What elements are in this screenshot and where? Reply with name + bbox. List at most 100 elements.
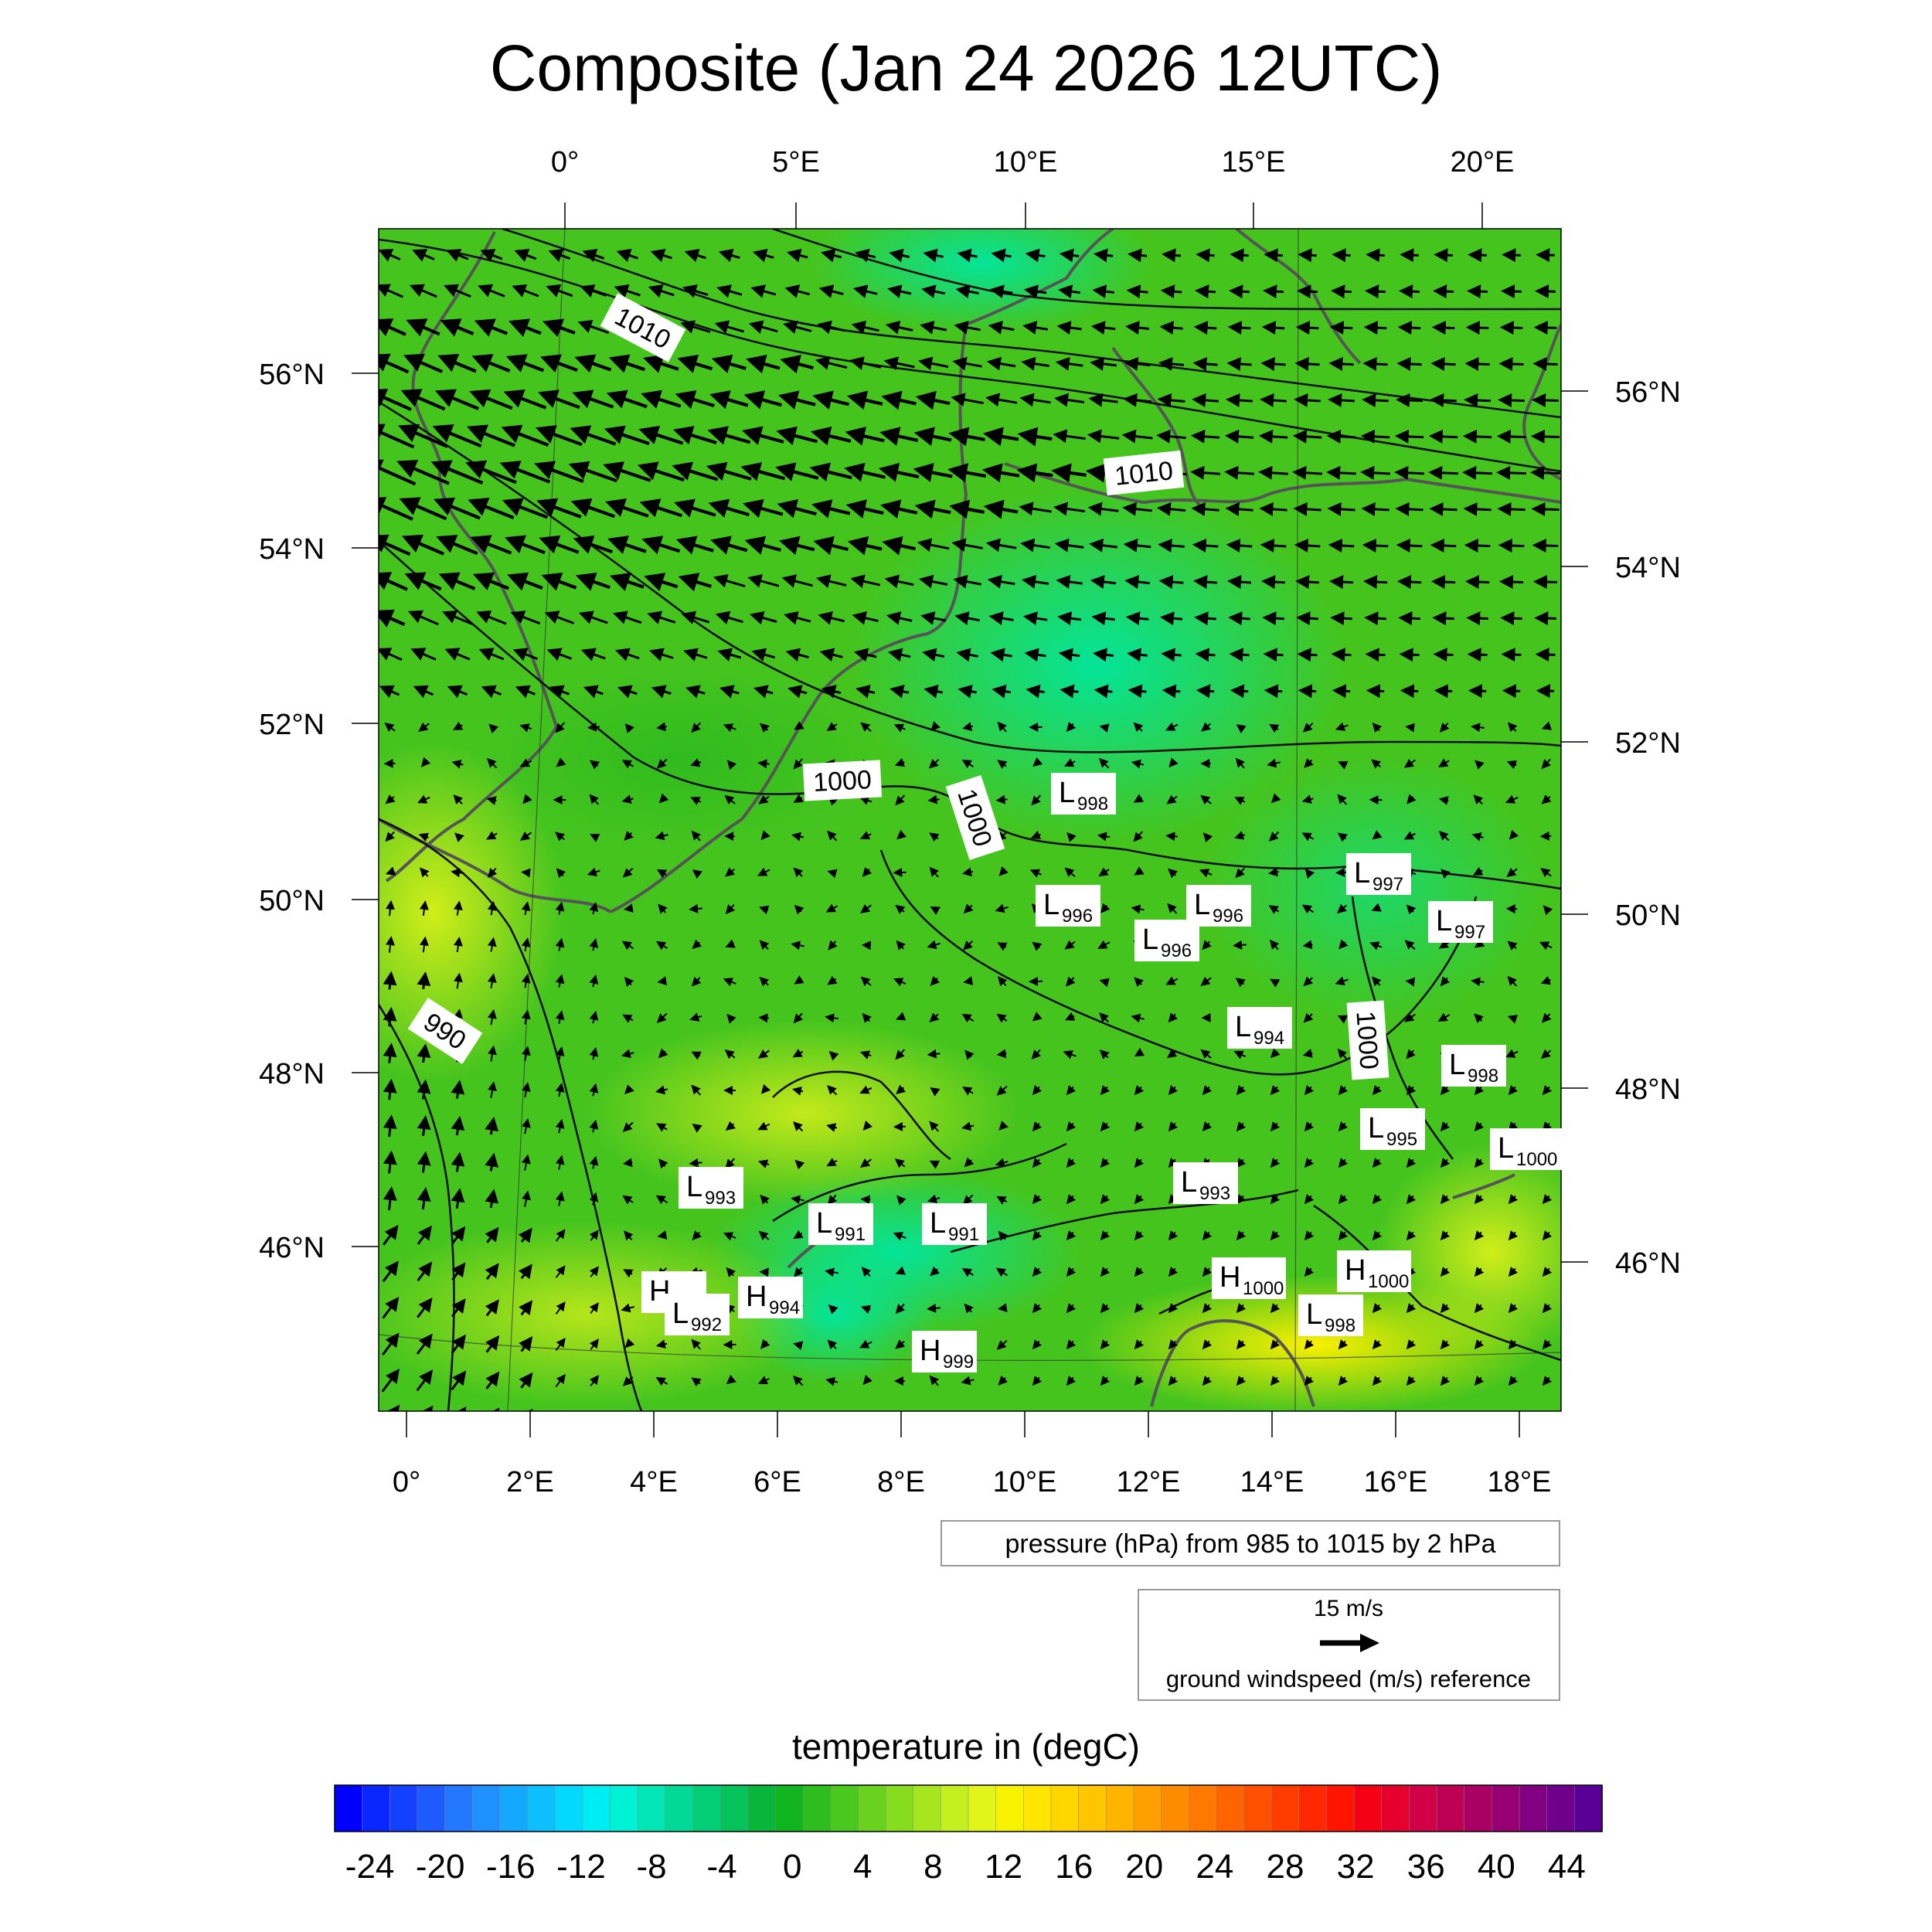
wind-arrow	[471, 354, 511, 372]
wind-arrow	[1202, 1267, 1213, 1277]
wind-arrow	[1434, 684, 1453, 699]
wind-arrow	[760, 830, 770, 841]
wind-arrow	[1226, 357, 1252, 372]
wind-arrow	[1372, 1230, 1383, 1241]
wind-arrow	[757, 867, 770, 876]
wind-arrow	[1539, 831, 1552, 841]
wind-arrow	[749, 611, 777, 625]
wind-arrow	[886, 611, 913, 625]
colorbar-tick-label: -12	[556, 1848, 606, 1886]
wind-arrow	[1165, 832, 1178, 842]
wind-arrow	[1335, 976, 1349, 986]
wind-arrow	[555, 1046, 565, 1061]
wind-arrow	[675, 389, 715, 410]
wind-arrow	[1087, 502, 1119, 516]
wind-arrow	[881, 390, 917, 410]
wind-arrow	[1131, 1013, 1145, 1023]
wind-arrow	[859, 831, 872, 840]
wind-arrow	[1051, 463, 1087, 483]
wind-arrow	[964, 1410, 975, 1411]
wind-arrow	[1158, 575, 1184, 590]
wind-arrow	[1094, 684, 1113, 699]
wind-arrow	[1053, 429, 1086, 444]
wind-arrow	[437, 353, 477, 373]
wind-arrow	[485, 1189, 499, 1208]
wind-arrow	[930, 1415, 938, 1420]
wind-arrow	[1230, 248, 1249, 263]
right-latitude-axis: 56°N 54°N 52°N 50°N 48°N 46°N	[1561, 376, 1681, 1280]
wind-arrow	[1362, 538, 1389, 553]
wind-arrow	[1224, 429, 1254, 444]
lon-label: 14°E	[1240, 1466, 1304, 1498]
wind-arrow	[546, 648, 573, 662]
wind-arrow	[1135, 1413, 1141, 1420]
wind-arrow	[1058, 284, 1081, 299]
wind-arrow	[1406, 904, 1417, 915]
wind-arrow	[1542, 1085, 1553, 1096]
wind-arrow	[930, 1266, 940, 1277]
wind-arrow	[895, 1303, 906, 1315]
wind-arrow	[1268, 905, 1280, 914]
wind-arrow	[849, 356, 882, 370]
wind-arrow	[486, 796, 497, 805]
wind-arrow	[887, 648, 911, 662]
wind-arrow	[606, 389, 648, 409]
wind-arrow	[862, 1012, 872, 1023]
wind-arrow	[621, 1303, 634, 1313]
wind-arrow	[621, 794, 634, 804]
wind-arrow	[1260, 393, 1287, 407]
wind-arrow	[859, 796, 872, 805]
wind-arrow	[444, 284, 471, 298]
wind-arrow	[1472, 866, 1484, 876]
wind-arrow	[1440, 1303, 1451, 1314]
wind-arrow	[997, 942, 1008, 951]
wind-arrow	[1099, 978, 1110, 988]
wind-arrow	[1196, 684, 1215, 699]
wind-arrow	[1337, 1015, 1349, 1024]
wind-arrow	[1088, 393, 1118, 407]
wind-arrow	[478, 648, 505, 662]
wind-arrow	[828, 1304, 838, 1315]
wind-arrow	[845, 427, 885, 446]
wind-arrow	[1496, 429, 1526, 444]
wind-arrow	[1168, 1012, 1178, 1023]
wind-arrow	[996, 1339, 1008, 1350]
wind-arrow	[1301, 794, 1314, 804]
wind-arrow	[878, 462, 920, 482]
wind-arrow	[1159, 321, 1183, 335]
colorbar-tick-label: -4	[707, 1848, 737, 1886]
wind-arrow	[1227, 575, 1252, 590]
wind-arrow	[487, 900, 497, 916]
wind-arrow	[815, 356, 848, 370]
wind-arrow	[1437, 1012, 1451, 1022]
wind-vectors	[379, 248, 1560, 1420]
wind-arrow	[985, 538, 1017, 553]
wind-arrow	[1532, 575, 1558, 590]
wind-arrow	[692, 939, 702, 950]
wind-arrow	[962, 722, 974, 732]
pressure-center-value: 996	[1213, 906, 1243, 927]
lat-label: 54°N	[1615, 552, 1681, 584]
wind-arrow	[379, 497, 413, 521]
wind-arrow	[519, 758, 532, 767]
wind-arrow	[757, 1376, 770, 1385]
wind-arrow	[947, 463, 987, 483]
low-pressure-label: L 991	[922, 1203, 987, 1245]
low-pressure-label: L 993	[1173, 1162, 1238, 1204]
wind-arrow	[1474, 1267, 1485, 1277]
wind-arrow	[1032, 1267, 1043, 1277]
wind-arrow	[1202, 940, 1212, 951]
wind-arrow	[997, 760, 1008, 770]
wind-reference-box: 15 m/s ground windspeed (m/s) reference	[1138, 1589, 1560, 1701]
wind-arrow	[1261, 321, 1285, 335]
colorbar-swatch	[1050, 1784, 1080, 1832]
wind-arrow	[1372, 1339, 1383, 1350]
pressure-center-type: L	[1235, 1011, 1251, 1043]
wind-arrow	[1542, 1339, 1553, 1350]
wind-arrow	[887, 284, 912, 298]
pressure-info-box: pressure (hPa) from 985 to 1015 by 2 hPa	[940, 1520, 1560, 1566]
wind-arrow	[1134, 1267, 1145, 1277]
wind-reference-arrow-icon	[1320, 1634, 1379, 1652]
wind-arrow	[1098, 867, 1110, 877]
wind-arrow	[787, 685, 808, 699]
